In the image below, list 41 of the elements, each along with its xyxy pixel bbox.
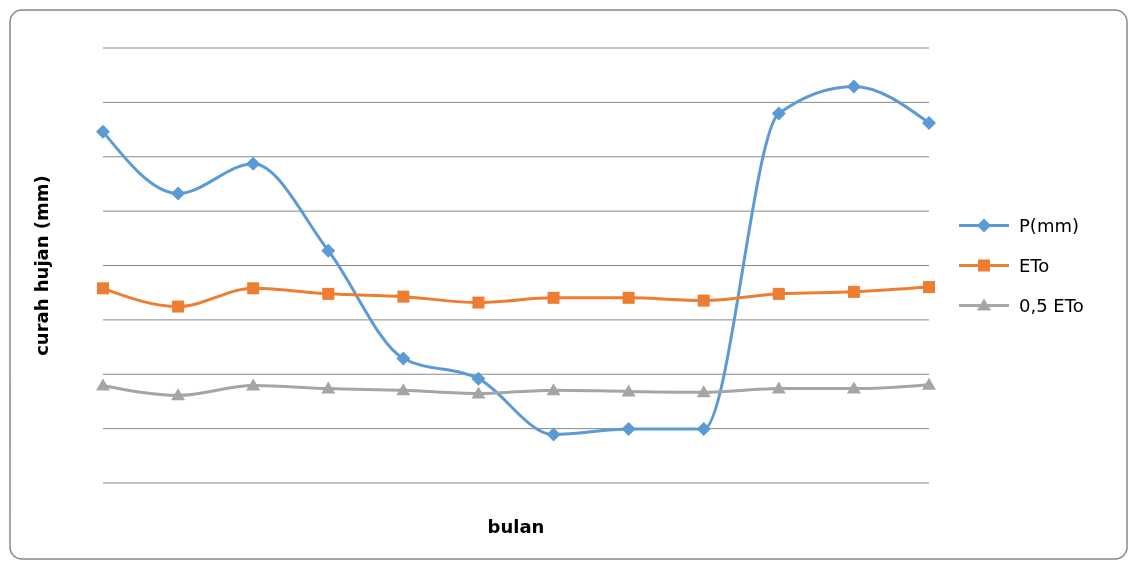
point <box>171 388 186 401</box>
point <box>546 383 561 396</box>
point <box>771 106 786 121</box>
point <box>772 287 785 300</box>
point <box>397 290 410 303</box>
point <box>922 377 936 390</box>
point <box>246 156 261 171</box>
point <box>622 291 635 304</box>
point <box>696 422 711 437</box>
point <box>471 371 486 386</box>
point <box>97 282 109 295</box>
point <box>321 243 336 258</box>
point <box>546 427 561 442</box>
point <box>547 291 560 304</box>
point <box>846 79 861 94</box>
point <box>621 422 636 437</box>
point <box>621 384 636 397</box>
point <box>172 300 185 313</box>
point <box>922 115 936 130</box>
x-axis-title: bulan <box>487 516 545 537</box>
point <box>396 351 411 366</box>
point <box>696 385 711 398</box>
legend-label: 0,5 ETo <box>1019 294 1084 316</box>
point <box>697 294 710 307</box>
y-axis-title: curah hujan (mm) <box>31 175 52 356</box>
point <box>472 296 485 309</box>
point <box>846 381 861 394</box>
point <box>847 285 860 298</box>
point <box>923 281 935 294</box>
point <box>246 378 261 391</box>
point <box>321 381 336 394</box>
point <box>396 383 411 396</box>
point <box>322 287 335 300</box>
point <box>96 124 110 139</box>
point <box>171 186 186 201</box>
legend-label: ETo <box>1019 254 1050 276</box>
point <box>771 381 786 394</box>
legend-label: P(mm) <box>1019 214 1079 236</box>
point <box>247 282 260 295</box>
point <box>96 378 110 391</box>
point <box>471 386 486 399</box>
